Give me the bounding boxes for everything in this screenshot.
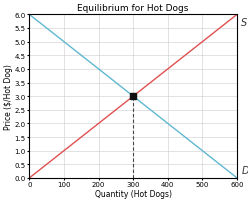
Text: D: D [241,165,248,175]
Text: S: S [241,18,248,28]
Y-axis label: Price ($/Hot Dog): Price ($/Hot Dog) [4,64,13,129]
Title: Equilibrium for Hot Dogs: Equilibrium for Hot Dogs [77,4,189,13]
X-axis label: Quantity (Hot Dogs): Quantity (Hot Dogs) [95,189,172,198]
